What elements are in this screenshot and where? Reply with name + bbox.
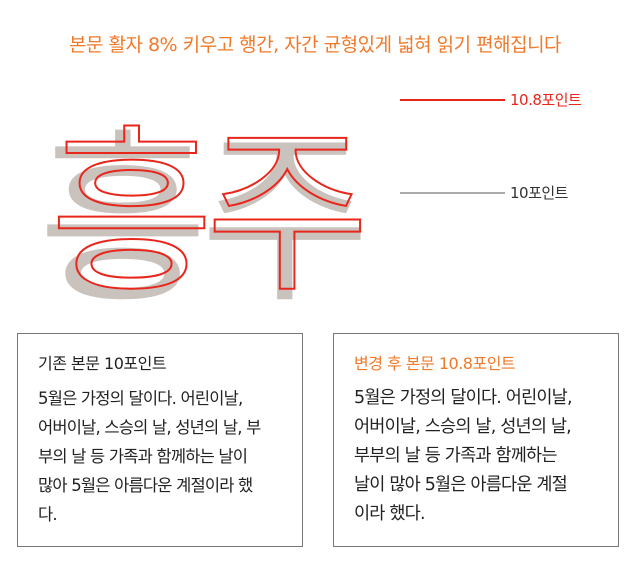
text-line: 많아 5월은 아름다운 계절이라 했 [38, 476, 253, 495]
text-line: 부부의 날 등 가족과 함께하는 [354, 446, 557, 466]
text-line: 날이 많아 5월은 아름다운 계절 [354, 475, 568, 495]
text-line: 부의 날 등 가족과 함께하는 날이 [38, 447, 248, 466]
text-line: 어버이날, 스승의 날, 성년의 날, [354, 417, 572, 437]
label-10pt: 10포인트 [510, 184, 569, 202]
pointer-line-10-8 [400, 99, 505, 101]
old-box-heading: 기존 본문 10포인트 [38, 354, 167, 373]
glyph-comparison: 흥주 흥주 [30, 60, 430, 329]
headline: 본문 활자 8% 키우고 행간, 자간 균형있게 넓혀 읽기 편해집니다 [68, 34, 562, 56]
new-text-box: 변경 후 본문 10.8포인트 5월은 가정의 달이다. 어린이날, 어버이날,… [333, 333, 619, 547]
text-line: 어버이날, 스승의 날, 성년의 날, 부 [38, 418, 261, 437]
text-line: 5월은 가정의 달이다. 어린이날, [354, 388, 573, 408]
text-line: 5월은 가정의 달이다. 어린이날, [38, 389, 243, 408]
pointer-line-10 [400, 192, 505, 194]
label-10-8pt: 10.8포인트 [510, 91, 582, 109]
text-line: 이라 했다. [354, 504, 426, 524]
new-box-heading: 변경 후 본문 10.8포인트 [354, 354, 516, 373]
text-line: 다. [38, 505, 58, 524]
glyph-10pt: 흥주 [38, 113, 362, 320]
old-text-box: 기존 본문 10포인트 5월은 가정의 달이다. 어린이날, 어버이날, 스승의… [17, 333, 303, 547]
glyph-10-8pt-outline: 흥주 [50, 110, 362, 317]
